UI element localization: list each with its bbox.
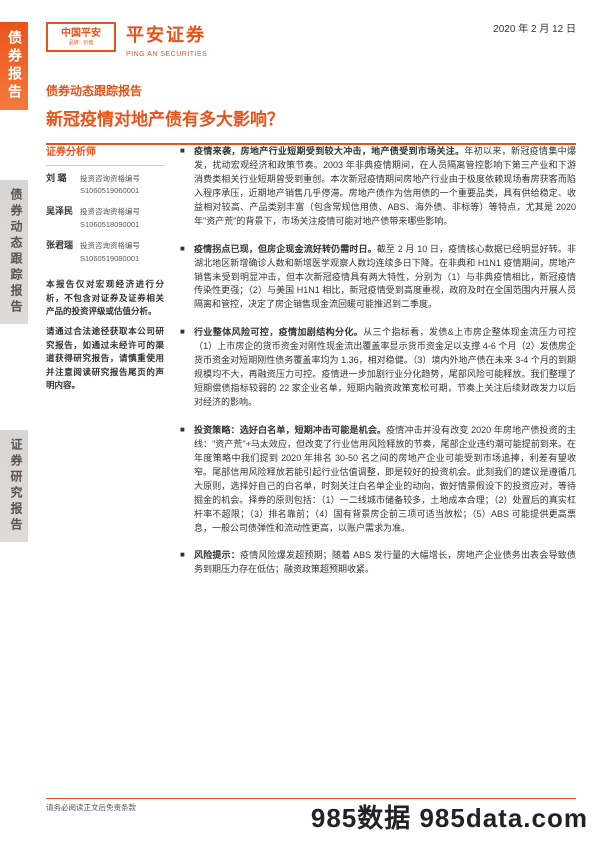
analyst-qual-label: 投资咨询资格编号: [80, 207, 140, 216]
analyst-item: 刘 璐投资咨询资格编号 S1060519060001: [46, 172, 164, 198]
bullet-body: 从三个指标看，发债&上市房企整体现金流压力可控（1）上市房企的货币资金对刚性现金…: [194, 327, 576, 407]
bullet-lead: 行业整体风险可控，疫情加剧结构分化。: [194, 327, 363, 337]
analysts-list: 刘 璐投资咨询资格编号S1060519060001吴泽民投资咨询资格编号S106…: [46, 172, 164, 265]
brand-block: 平安证券 PING AN SECURITIES: [126, 22, 207, 61]
header: 中国平安 品牌 · 价值 平安证券 PING AN SECURITIES 202…: [46, 22, 576, 68]
analyst-qual-label: 投资咨询资格编号: [80, 174, 140, 183]
disclaimer-paragraph: 本报告仅对宏观经济进行分析，不包含对证券及证券相关产品的投资评级或估值分析。: [46, 278, 164, 319]
bullet-body: 年初以来，新冠疫情集中爆发，扰动宏观经济和政策节奏。2003 年非典疫情期间，在…: [194, 146, 576, 226]
report-date: 2020 年 2 月 12 日: [493, 22, 576, 38]
analyst-code: S1060519080001: [80, 253, 164, 265]
analyst-name: 刘 璐: [46, 172, 80, 186]
bullet-item: 疫情拐点已现，但房企现金流好转仍需时日。截至 2 月 10 日，疫情核心数据已经…: [180, 243, 576, 313]
bullet-item: 疫情来袭，房地产行业短期受到较大冲击，地产债受到市场关注。年初以来，新冠疫情集中…: [180, 145, 576, 229]
analyst-name: 张君瑞: [46, 239, 80, 253]
report-type: 债券动态跟踪报告: [46, 82, 576, 101]
brand-cn: 平安证券: [126, 22, 207, 50]
bullet-item: 行业整体风险可控，疫情加剧结构分化。从三个指标看，发债&上市房企整体现金流压力可…: [180, 326, 576, 410]
bullet-item: 风险提示：疫情风险爆发超预期；随着 ABS 发行量的大幅增长，房地产企业债务出表…: [180, 549, 576, 577]
logo-text: 中国平安: [61, 29, 101, 39]
logo: 中国平安 品牌 · 价值: [46, 22, 116, 52]
right-column: 疫情来袭，房地产行业短期受到较大冲击，地产债受到市场关注。年初以来，新冠疫情集中…: [176, 145, 576, 591]
side-tab-securities-research: 证券研究报告: [0, 430, 28, 542]
analyst-code: S1060518090001: [80, 219, 164, 231]
brand-en: PING AN SECURITIES: [126, 50, 207, 61]
analyst-qual-label: 投资咨询资格编号: [80, 241, 140, 250]
side-tab-bond-report: 债券报告: [0, 22, 28, 110]
bullet-lead: 投资策略：选好白名单，短期冲击可能是机会。: [194, 425, 386, 435]
disclaimer-note: 本报告仅对宏观经济进行分析，不包含对证券及证券相关产品的投资评级或估值分析。请通…: [46, 278, 164, 393]
bullet-body: 疫情风险爆发超预期；随着 ABS 发行量的大幅增长，房地产企业债务出表会导致债务…: [194, 550, 576, 574]
bullet-lead: 疫情拐点已现，但房企现金流好转仍需时日。: [194, 244, 377, 254]
bullet-lead: 风险提示：: [194, 550, 240, 560]
analyst-item: 吴泽民投资咨询资格编号 S1060518090001: [46, 205, 164, 231]
title-block: 债券动态跟踪报告 新冠疫情对地产债有多大影响？: [46, 82, 576, 145]
side-tab-bond-tracking: 债券动态跟踪报告: [0, 180, 28, 324]
body: 证券分析师 刘 璐投资咨询资格编号S1060519060001吴泽民投资咨询资格…: [46, 145, 576, 591]
bullet-item: 投资策略：选好白名单，短期冲击可能是机会。疫情冲击并没有改变 2020 年房地产…: [180, 424, 576, 536]
watermark: 985数据 985data.com: [311, 798, 588, 838]
analyst-item: 张君瑞投资咨询资格编号 S1060519080001: [46, 239, 164, 265]
report-title: 新冠疫情对地产债有多大影响？: [46, 107, 576, 133]
disclaimer-paragraph: 请通过合法途径获取本公司研究报告，如通过未经许可的渠道获得研究报告，请慎重使用并…: [46, 325, 164, 393]
analyst-name: 吴泽民: [46, 205, 80, 219]
bullet-body: 疫情冲击并没有改变 2020 年房地产债投资的主线："资产荒"+马太效应，但改变…: [194, 425, 576, 533]
analyst-code: S1060519060001: [80, 185, 164, 197]
left-column: 证券分析师 刘 璐投资咨询资格编号S1060519060001吴泽民投资咨询资格…: [46, 145, 176, 591]
bullet-lead: 疫情来袭，房地产行业短期受到较大冲击，地产债受到市场关注。: [194, 146, 464, 156]
logo-subtext: 品牌 · 价值: [69, 41, 93, 46]
analysts-heading: 证券分析师: [46, 145, 164, 166]
